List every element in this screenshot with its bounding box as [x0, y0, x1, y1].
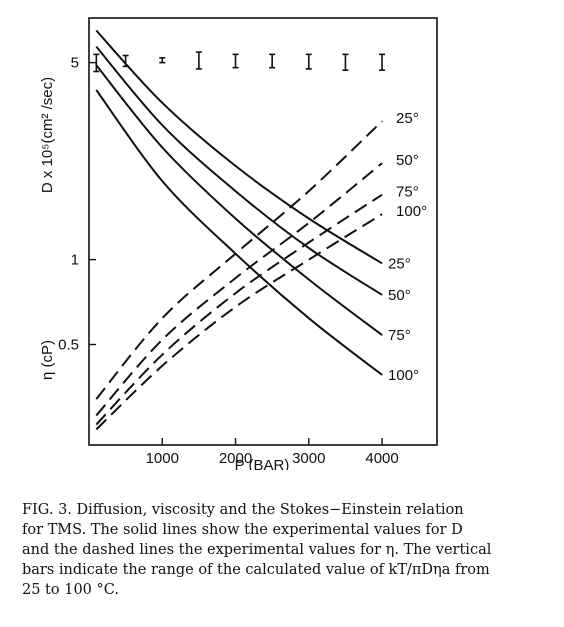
error-bar: [379, 53, 386, 72]
dashed-line-0: [95, 120, 383, 400]
solid-lines: [95, 29, 383, 376]
error-bar: [269, 53, 276, 69]
error-bar: [93, 53, 100, 73]
solid-line-1: [95, 45, 383, 296]
y-axis-label-bottom: η (cP): [39, 340, 56, 380]
dashed-line-label: 75°: [396, 184, 419, 201]
solid-line-3: [95, 89, 383, 376]
error-bar: [232, 53, 239, 69]
dashed-line-3: [95, 213, 383, 431]
error-bars: [93, 51, 386, 73]
caption-line: and the dashed lines the experimental va…: [22, 542, 492, 558]
solid-line-label: 25°: [388, 255, 411, 272]
solid-line-0: [95, 29, 383, 265]
plot-frame: [88, 17, 438, 446]
solid-line-label: 75°: [388, 327, 411, 344]
x-tick-label: 2000: [219, 450, 252, 467]
y-tick-label: 5: [71, 55, 79, 72]
caption-line: bars indicate the range of the calculate…: [22, 562, 490, 578]
error-bar: [159, 57, 166, 64]
dashed-line-label: 100°: [396, 203, 427, 220]
chart: 1000 2000 3000 4000 510.5 25°50°75°100° 25°…: [39, 17, 438, 470]
caption-line: FIG. 3. Diffusion, viscosity and the Sto…: [22, 502, 464, 518]
x-tick-label: 3000: [292, 450, 325, 467]
dashed-lines: [95, 120, 383, 431]
x-tick-label: 1000: [146, 450, 179, 467]
solid-line-labels: 25° 50° 75° 100°: [388, 255, 419, 384]
y-axis-ticks: 510.5: [58, 55, 96, 354]
dashed-line-label: 50°: [396, 152, 419, 169]
error-bar: [122, 54, 129, 68]
error-bar: [342, 53, 349, 72]
y-tick-label: 1: [71, 252, 79, 269]
x-axis-label: P (BAR): [235, 457, 290, 470]
y-axis-label-top: D x 10⁵(cm² /sec): [39, 77, 56, 193]
error-bar: [195, 51, 202, 70]
dashed-line-labels: 25° 50° 75° 100°: [396, 110, 427, 220]
caption-line: for TMS. The solid lines show the experi…: [22, 522, 463, 538]
dashed-line-1: [95, 162, 383, 417]
x-tick-label: 4000: [365, 450, 398, 467]
y-tick-label: 0.5: [58, 337, 79, 354]
dashed-line-label: 25°: [396, 110, 419, 127]
solid-line-2: [95, 64, 383, 336]
solid-line-label: 100°: [388, 367, 419, 384]
figure-caption: FIG. 3. Diffusion, viscosity and the Sto…: [22, 500, 552, 600]
caption-line: 25 to 100 °C.: [22, 582, 119, 598]
x-axis-ticks: 1000 2000 3000 4000: [146, 438, 399, 467]
error-bar: [305, 53, 312, 70]
dashed-line-2: [95, 193, 383, 426]
solid-line-label: 50°: [388, 287, 411, 304]
